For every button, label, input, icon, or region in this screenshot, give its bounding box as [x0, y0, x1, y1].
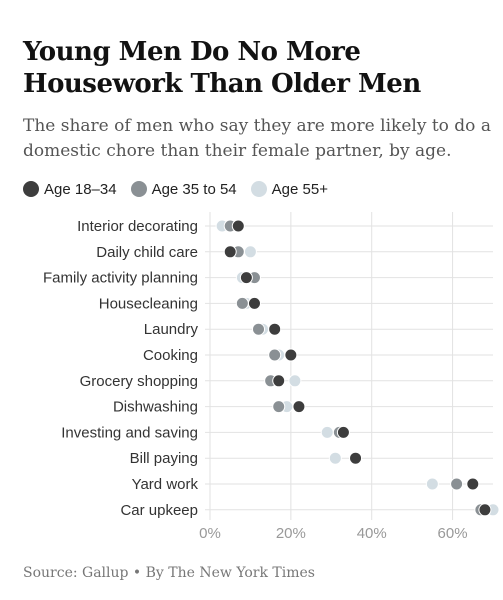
category-label-grocery-shopping: Grocery shopping: [80, 373, 198, 390]
dot-age-35-to-54-laundry: [252, 322, 266, 336]
legend-swatch-age-18-34: [23, 181, 39, 197]
legend-item-age-55-plus: Age 55+: [250, 180, 328, 198]
dot-age-35-to-54-housecleaning: [235, 296, 249, 310]
chart-subtitle: The share of men who say they are more l…: [23, 116, 491, 161]
dot-age-35-to-54-cooking: [268, 348, 282, 362]
dot-age-18-34-cooking: [284, 348, 298, 362]
category-label-investing-and-saving: Investing and saving: [61, 424, 198, 441]
dot-age-18-34-investing-and-saving: [336, 425, 350, 439]
x-tick-label: 40%: [357, 525, 387, 542]
legend-item-age-35-54: Age 35 to 54: [130, 180, 237, 198]
source-credit: Source: Gallup • By The New York Times: [23, 565, 315, 581]
x-tick-label: 0%: [199, 525, 221, 542]
category-label-yard-work: Yard work: [132, 476, 199, 493]
dot-age-18-34-laundry: [268, 322, 282, 336]
dot-age-18-34-housecleaning: [247, 296, 261, 310]
dot-age-18-34-car-upkeep: [478, 503, 492, 517]
legend-label-age-35-54: Age 35 to 54: [151, 180, 237, 198]
dot-age-18-34-interior-decorating: [231, 219, 245, 233]
legend-item-age-18-34: Age 18–34: [23, 181, 117, 198]
dot-age-18-34-grocery-shopping: [272, 374, 286, 388]
dot-age-55-bill-paying: [328, 451, 342, 465]
category-label-bill-paying: Bill paying: [130, 450, 198, 467]
dot-age-35-to-54-dishwashing: [272, 400, 286, 414]
dot-plot-chart: 0% 20% 40% 60% Interior decorating Daily chil…: [43, 212, 500, 542]
category-label-laundry: Laundry: [144, 321, 199, 338]
category-label-car-upkeep: Car upkeep: [120, 502, 198, 519]
category-label-housecleaning: Housecleaning: [99, 295, 198, 312]
legend-label-age-55-plus: Age 55+: [271, 180, 328, 198]
legend-label-age-18-34: Age 18–34: [44, 180, 117, 198]
dot-age-55-investing-and-saving: [320, 425, 334, 439]
chart-title: Young Men Do No More Housework Than Olde…: [23, 37, 421, 99]
x-tick-label: 20%: [276, 525, 306, 542]
legend: Age 18–34 Age 35 to 54 Age 55+: [23, 178, 342, 200]
dot-age-35-to-54-yard-work: [450, 477, 464, 491]
dot-age-18-34-family-activity-planning: [239, 271, 253, 285]
dot-age-55-grocery-shopping: [288, 374, 302, 388]
x-tick-label: 60%: [438, 525, 468, 542]
dot-age-18-34-daily-child-care: [223, 245, 237, 259]
category-label-dishwashing: Dishwashing: [113, 399, 198, 416]
dot-age-55-yard-work: [425, 477, 439, 491]
legend-swatch-age-35-54: [130, 181, 147, 197]
dot-age-18-34-bill-paying: [349, 451, 363, 465]
dot-age-18-34-dishwashing: [292, 400, 306, 414]
category-label-cooking: Cooking: [143, 347, 198, 364]
category-label-interior-decorating: Interior decorating: [77, 218, 198, 235]
category-label-family-activity-planning: Family activity planning: [43, 270, 198, 287]
legend-swatch-age-55-plus: [250, 181, 267, 197]
dot-age-18-34-yard-work: [466, 477, 480, 491]
category-label-daily-child-care: Daily child care: [96, 244, 198, 261]
dot-age-55-daily-child-care: [243, 245, 257, 259]
